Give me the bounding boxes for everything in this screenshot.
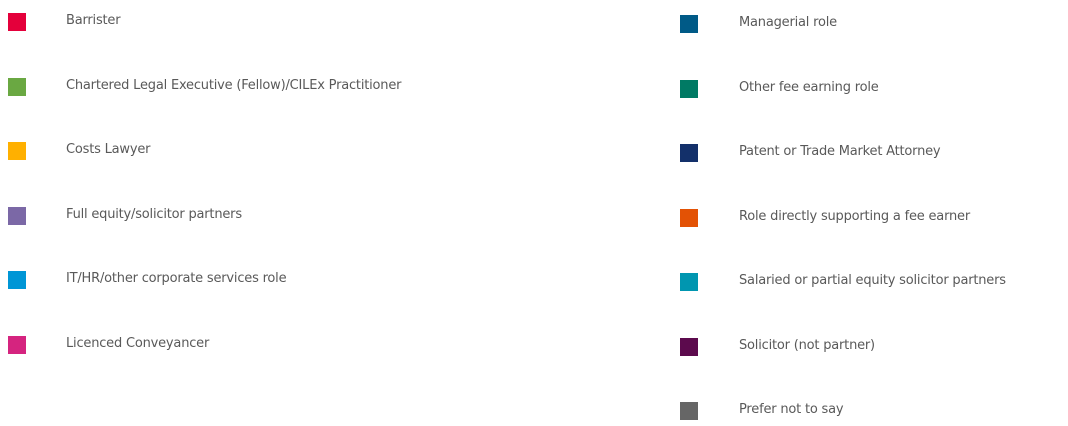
legend-swatch — [680, 144, 698, 162]
legend-swatch — [8, 77, 26, 96]
legend-label: IT/HR/other corporate services role — [66, 271, 287, 286]
legend-label: Solicitor (not partner) — [739, 337, 875, 353]
legend-swatch — [680, 79, 698, 98]
legend-label: Managerial role — [739, 15, 837, 30]
legend-swatch — [680, 208, 698, 227]
legend-label: Full equity/solicitor partners — [66, 206, 242, 222]
legend-swatch — [680, 15, 698, 33]
legend-label: Barrister — [66, 13, 121, 28]
legend-label: Prefer not to say — [739, 402, 844, 417]
legend-swatch — [8, 206, 26, 225]
legend-label: Salaried or partial equity solicitor par… — [739, 273, 1006, 288]
legend-label: Role directly supporting a fee earner — [739, 208, 970, 224]
legend-label: Costs Lawyer — [66, 142, 151, 157]
legend-label: Other fee earning role — [739, 79, 879, 95]
legend-swatch — [8, 142, 26, 160]
legend-swatch — [8, 335, 26, 354]
legend-label: Patent or Trade Market Attorney — [739, 144, 941, 159]
legend-swatch — [680, 337, 698, 356]
legend-label: Chartered Legal Executive (Fellow)/CILEx… — [66, 77, 402, 93]
legend-label: Licenced Conveyancer — [66, 335, 210, 351]
legend-swatch — [680, 273, 698, 291]
legend-swatch — [8, 271, 26, 289]
legend-swatch — [8, 13, 26, 31]
legend-swatch — [680, 402, 698, 420]
